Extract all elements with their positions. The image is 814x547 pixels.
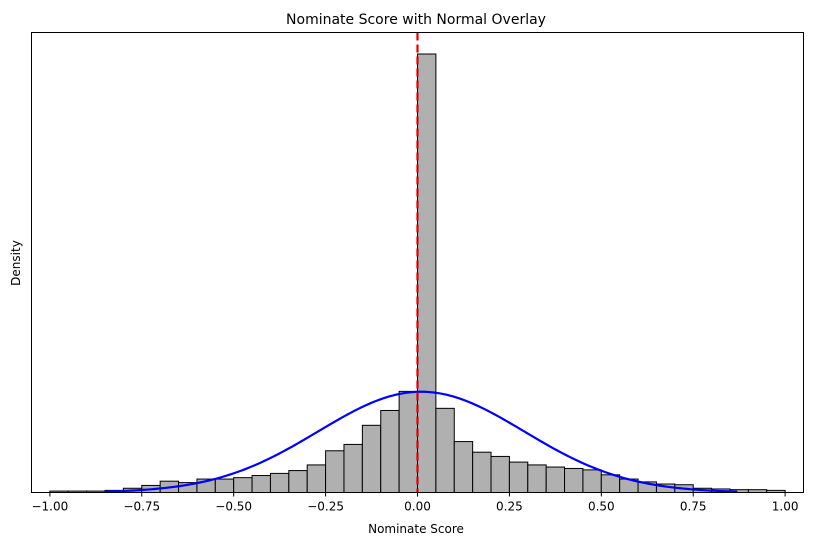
x-tick-label: −1.00 (31, 500, 68, 514)
histogram-bar (545, 466, 566, 493)
histogram-bar (214, 478, 235, 494)
histogram-bar (564, 467, 584, 493)
histogram-bar (306, 464, 327, 493)
x-tick-label: 0.50 (588, 500, 615, 514)
y-axis-title: Density (9, 240, 23, 286)
histogram-bar (251, 475, 271, 494)
x-tick-label: −0.25 (307, 500, 344, 514)
histogram-bar (508, 461, 529, 493)
x-axis-ticks: −1.00 −0.75 −0.50 −0.25 0.00 0.25 0.50 0.75 1.00 (31, 492, 799, 514)
histogram-bar (233, 477, 253, 494)
x-tick-label: 0.00 (404, 500, 431, 514)
histogram-bar (398, 390, 419, 493)
plot-area (49, 32, 786, 494)
histogram-bar (527, 464, 547, 493)
histogram-bar (417, 53, 437, 493)
histogram-bar (343, 443, 363, 494)
histogram-bar (435, 407, 455, 494)
histogram-bar (361, 424, 382, 493)
x-axis-title: Nominate Score (368, 522, 464, 536)
histogram-bar (453, 441, 474, 494)
histogram-bar (288, 470, 308, 494)
histogram-bar (472, 451, 492, 493)
normal-curve-line (104, 390, 738, 493)
histogram-bar (582, 469, 602, 493)
x-tick-label: −0.50 (215, 500, 252, 514)
x-tick-label: 0.75 (680, 500, 707, 514)
histogram-bar (380, 409, 400, 494)
x-tick-label: −0.75 (123, 500, 160, 514)
histogram-bar (269, 472, 290, 493)
chart-title: Nominate Score with Normal Overlay (286, 12, 546, 28)
histogram-bar (325, 450, 345, 493)
histogram-bar (600, 474, 621, 493)
plot-frame (31, 32, 804, 493)
x-tick-label: 1.00 (772, 500, 799, 514)
histogram-bar (490, 455, 510, 493)
x-tick-label: 0.25 (496, 500, 523, 514)
